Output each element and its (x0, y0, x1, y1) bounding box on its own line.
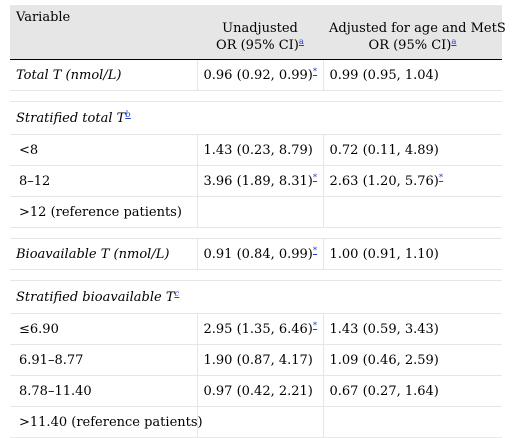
unadjusted-value: 3.96 (1.89, 8.31)* (196, 165, 323, 197)
table-row: 6.91–8.77 1.90 (0.87, 4.17) 1.09 (0.46, … (10, 344, 502, 376)
table-spacer (10, 227, 502, 239)
footnote-link-a[interactable]: a (451, 37, 457, 47)
unadjusted-header: Unadjusted (197, 5, 323, 37)
unadjusted-subheader: OR (95% CI)a (197, 37, 323, 60)
footnote-link-b[interactable]: b (125, 109, 131, 120)
adjusted-subheader: OR (95% CI)a (323, 37, 502, 60)
unadjusted-value: 0.96 (0.92, 0.99)* (196, 59, 323, 91)
section-label: Stratified bioavailable Tc (10, 280, 502, 314)
significance-link[interactable]: * (312, 245, 318, 256)
row-label: 8.78–11.40 (10, 375, 197, 407)
table-row: <8 1.43 (0.23, 8.79) 0.72 (0.11, 4.89) (10, 134, 502, 166)
row-label: >12 (reference patients) (10, 196, 197, 228)
unadjusted-value: 0.91 (0.84, 0.99)* (196, 238, 323, 270)
row-label: 8–12 (10, 165, 197, 197)
footnote-link-c[interactable]: c (174, 288, 180, 299)
table-row: >12 (reference patients) (10, 196, 502, 228)
row-label: <8 (10, 134, 197, 166)
table-row: 8–12 3.96 (1.89, 8.31)* 2.63 (1.20, 5.76… (10, 165, 502, 197)
adjusted-value: 2.63 (1.20, 5.76)* (322, 165, 502, 197)
adjusted-value: 0.99 (0.95, 1.04) (322, 59, 502, 91)
table-row: ≤6.90 2.95 (1.35, 6.46)* 1.43 (0.59, 3.4… (10, 313, 502, 345)
significance-link[interactable]: * (438, 172, 444, 183)
unadjusted-value: 2.95 (1.35, 6.46)* (196, 313, 323, 345)
section-row: Stratified bioavailable Tc (10, 280, 502, 314)
unadjusted-value: 0.97 (0.42, 2.21) (196, 375, 323, 407)
row-label: >11.40 (reference patients) (10, 406, 203, 438)
unadjusted-value: 1.43 (0.23, 8.79) (196, 134, 323, 166)
significance-link[interactable]: * (312, 320, 318, 331)
odds-ratio-table: Variable Unadjusted Adjusted for age and… (10, 5, 506, 438)
adjusted-value: 1.00 (0.91, 1.10) (322, 238, 502, 270)
row-label: ≤6.90 (10, 313, 197, 345)
adjusted-value: 0.72 (0.11, 4.89) (322, 134, 502, 166)
row-label: 6.91–8.77 (10, 344, 197, 376)
significance-link[interactable]: * (312, 172, 318, 183)
table-spacer (10, 90, 502, 102)
table-row: 8.78–11.40 0.97 (0.42, 2.21) 0.67 (0.27,… (10, 375, 502, 407)
section-row: Stratified total Tb (10, 101, 502, 135)
significance-link[interactable]: * (312, 66, 318, 77)
adjusted-value: 1.09 (0.46, 2.59) (322, 344, 502, 376)
adjusted-value: 1.43 (0.59, 3.43) (322, 313, 502, 345)
table-row: Total T (nmol/L) 0.96 (0.92, 0.99)* 0.99… (10, 59, 502, 91)
variable-header: Variable (10, 5, 197, 37)
table-subheader-row: OR (95% CI)a OR (95% CI)a (10, 37, 502, 60)
adjusted-header: Adjusted for age and MetS (323, 5, 506, 37)
table-row: Bioavailable T (nmol/L) 0.91 (0.84, 0.99… (10, 238, 502, 270)
row-label: Total T (nmol/L) (10, 59, 197, 91)
adjusted-value: 0.67 (0.27, 1.64) (322, 375, 502, 407)
unadjusted-value: 1.90 (0.87, 4.17) (196, 344, 323, 376)
table-header-row: Variable Unadjusted Adjusted for age and… (10, 5, 506, 37)
footnote-link-a[interactable]: a (298, 37, 304, 47)
table-row: >11.40 (reference patients) (10, 406, 502, 438)
table-spacer (10, 269, 502, 281)
row-label: Bioavailable T (nmol/L) (10, 238, 197, 270)
section-label: Stratified total Tb (10, 101, 502, 135)
